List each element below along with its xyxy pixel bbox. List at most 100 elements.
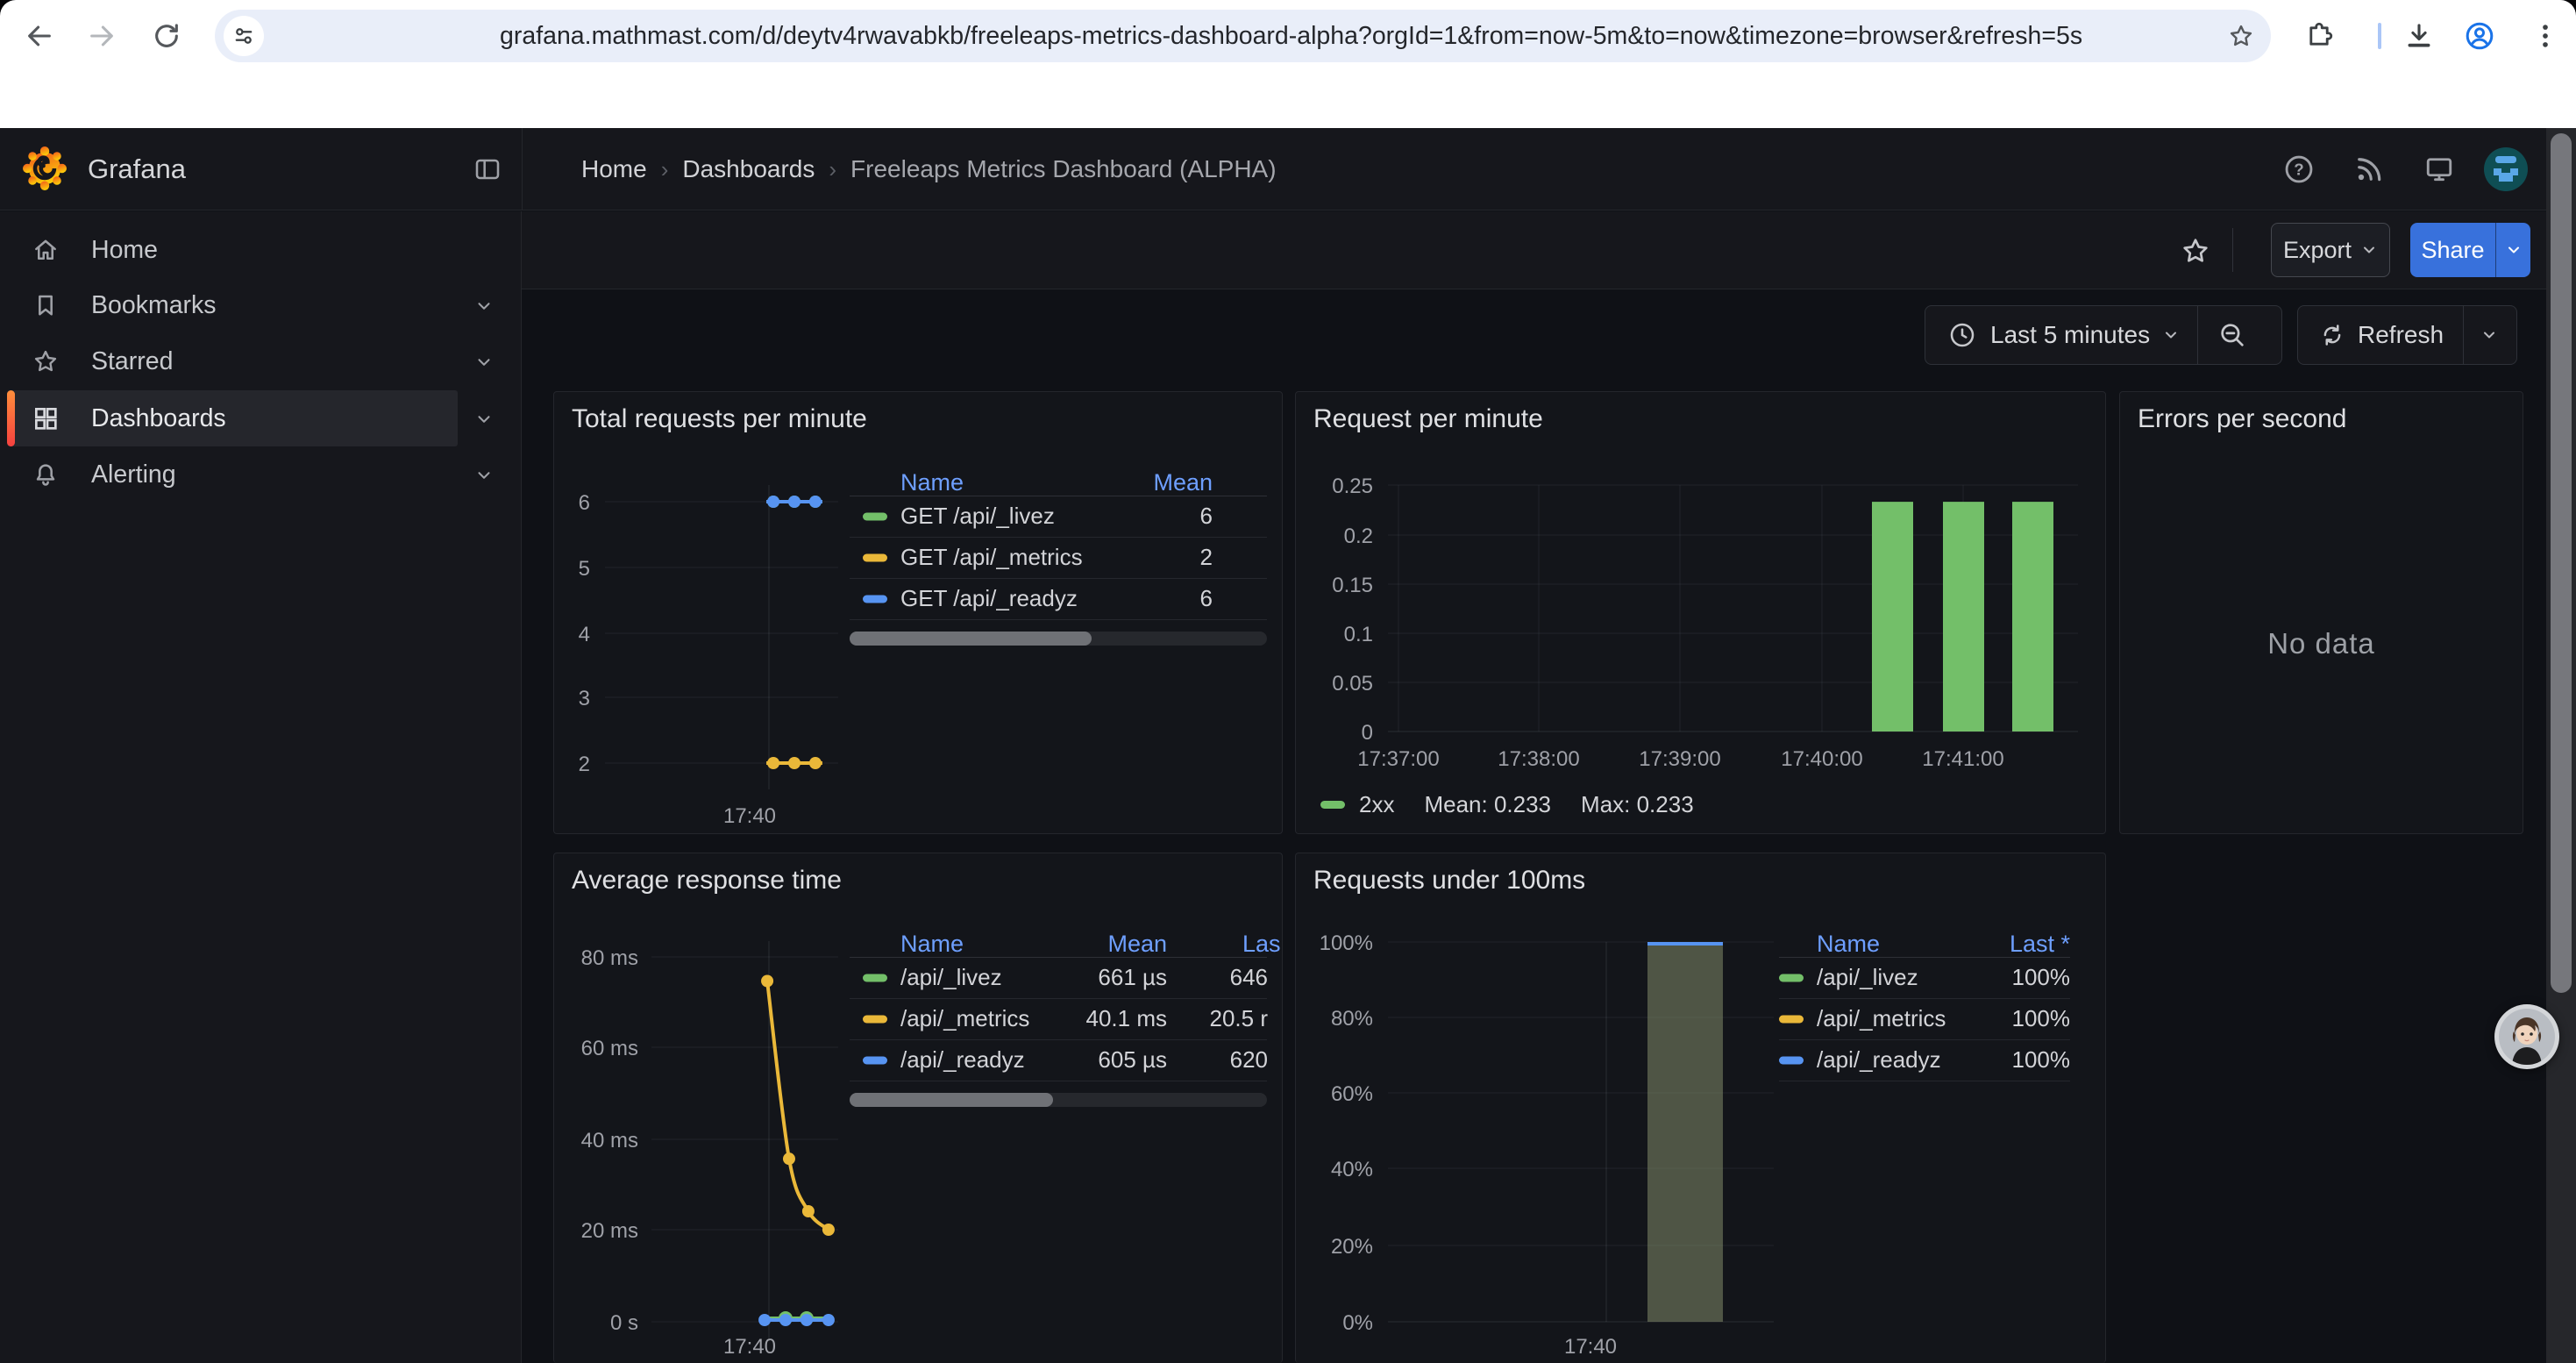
refresh-icon[interactable]: [2319, 322, 2345, 348]
chevron-down-icon: [2505, 241, 2523, 259]
scroll-thumb[interactable]: [850, 632, 1092, 646]
page-scrollbar-thumb[interactable]: [2551, 133, 2572, 993]
browser-toolbar: grafana.mathmast.com/d/deytv4rwavabkb/fr…: [0, 0, 2576, 72]
refresh-interval-chevron-icon[interactable]: [2480, 326, 2498, 344]
legend-header-mean[interactable]: Mean: [1062, 931, 1167, 958]
toolbar-divider: [2378, 23, 2381, 49]
y-tick: 4: [554, 623, 590, 647]
legend-header-last[interactable]: Las: [1242, 931, 1281, 958]
back-icon[interactable]: [25, 21, 54, 51]
assistant-avatar[interactable]: [2494, 1004, 2559, 1069]
series-name[interactable]: /api/_readyz: [900, 1039, 1025, 1081]
y-tick: 2: [554, 753, 590, 777]
reload-icon[interactable]: [152, 21, 181, 51]
dashboard-actions-bar: Export Share: [522, 211, 2576, 289]
sidebar: Home Bookmarks Starred Dashboards Alerti…: [0, 211, 522, 1363]
series-mean: 6: [1107, 496, 1213, 537]
menu-dots-icon[interactable]: [2530, 21, 2560, 51]
series-name[interactable]: GET /api/_metrics: [900, 537, 1083, 578]
download-icon[interactable]: [2404, 21, 2434, 51]
series-name[interactable]: /api/_metrics: [1817, 998, 1946, 1039]
site-info-chip[interactable]: [224, 16, 264, 56]
legend-row[interactable]: /api/_livez 661 µs 646: [850, 957, 1267, 999]
y-tick: 20%: [1296, 1235, 1373, 1260]
y-tick: 20 ms: [554, 1219, 638, 1244]
legend-header-name[interactable]: Name: [900, 931, 964, 958]
series-name[interactable]: 2xx: [1359, 791, 1394, 818]
grafana-logo[interactable]: [23, 146, 67, 190]
series-last: 20.5 r: [1183, 998, 1268, 1039]
sidebar-item-home[interactable]: Home: [7, 222, 458, 278]
panel-requests-under-100ms: Requests under 100ms 100% 80% 60% 40% 20…: [1295, 853, 2106, 1363]
sidebar-item-label: Bookmarks: [91, 277, 217, 333]
legend-row[interactable]: /api/_readyz 100%: [1779, 1039, 2070, 1081]
news-rss-icon[interactable]: [2353, 153, 2385, 185]
legend-row[interactable]: /api/_metrics 40.1 ms 20.5 r: [850, 998, 1267, 1040]
series-mean: 40.1 ms: [1062, 998, 1167, 1039]
extensions-icon[interactable]: [2304, 21, 2334, 51]
bookmarks-bar: Freeleaps 收藏博客: [0, 72, 2576, 128]
legend-row[interactable]: GET /api/_metrics 2: [850, 537, 1267, 579]
legend-row[interactable]: GET /api/_livez 6: [850, 496, 1267, 538]
bookmark-star-icon[interactable]: [2227, 22, 2255, 50]
sidebar-item-starred[interactable]: Starred: [7, 333, 458, 389]
dashboards-grid-icon: [32, 404, 60, 432]
assistant-avatar-image: [2499, 1009, 2555, 1065]
legend-hscrollbar[interactable]: [850, 1093, 1267, 1107]
series-color-pill: [1779, 1015, 1804, 1023]
panel-title[interactable]: Errors per second: [2138, 404, 2346, 434]
chevron-down-icon: [2360, 241, 2378, 259]
favorite-star-icon[interactable]: [2180, 235, 2211, 267]
profile-icon[interactable]: [2464, 20, 2495, 52]
series-name[interactable]: /api/_readyz: [1817, 1039, 1941, 1081]
series-name[interactable]: GET /api/_livez: [900, 496, 1055, 537]
legend-header-row: Name Last *: [1779, 931, 2070, 958]
legend-hscrollbar[interactable]: [850, 632, 1267, 646]
active-indicator: [7, 390, 15, 446]
url-bar[interactable]: grafana.mathmast.com/d/deytv4rwavabkb/fr…: [215, 10, 2271, 62]
y-tick: 0.1: [1296, 623, 1373, 647]
legend-header-last[interactable]: Last *: [1965, 931, 2070, 958]
series-name[interactable]: /api/_livez: [1817, 957, 1918, 998]
scroll-thumb[interactable]: [850, 1093, 1053, 1107]
y-tick: 0%: [1296, 1311, 1373, 1336]
chevron-down-icon[interactable]: [474, 353, 494, 372]
sidebar-item-dashboards[interactable]: Dashboards: [7, 390, 458, 446]
sidebar-toggle-icon[interactable]: [473, 155, 502, 183]
legend-row[interactable]: /api/_livez 100%: [1779, 957, 2070, 999]
series-name[interactable]: /api/_metrics: [900, 998, 1029, 1039]
legend-header-name[interactable]: Name: [900, 469, 964, 496]
panel-request-per-minute: Request per minute 0.25 0.2 0.15 0.1 0.0…: [1295, 391, 2106, 834]
series-name[interactable]: GET /api/_readyz: [900, 578, 1078, 619]
legend-row[interactable]: GET /api/_readyz 6: [850, 578, 1267, 620]
zoom-out-icon[interactable]: [2217, 320, 2247, 350]
chevron-down-icon[interactable]: [2162, 326, 2180, 344]
share-dropdown-button[interactable]: [2495, 223, 2530, 277]
series-color-pill: [863, 1056, 887, 1064]
sidebar-item-alerting[interactable]: Alerting: [7, 446, 458, 503]
share-button[interactable]: Share: [2410, 223, 2495, 277]
breadcrumb-separator: ›: [661, 156, 669, 183]
legend-row[interactable]: /api/_readyz 605 µs 620: [850, 1039, 1267, 1081]
legend-header-mean[interactable]: Mean: [1107, 469, 1213, 496]
export-button[interactable]: Export: [2271, 223, 2390, 277]
breadcrumb-dashboards[interactable]: Dashboards: [682, 155, 815, 183]
kiosk-monitor-icon[interactable]: [2423, 153, 2455, 185]
chevron-down-icon[interactable]: [474, 466, 494, 485]
star-icon: [32, 347, 60, 375]
time-range-label[interactable]: Last 5 minutes: [1990, 321, 2150, 349]
forward-icon[interactable]: [87, 21, 117, 51]
user-avatar[interactable]: [2484, 147, 2528, 191]
y-tick: 0.15: [1296, 574, 1373, 598]
series-name[interactable]: /api/_livez: [900, 957, 1002, 998]
chevron-down-icon[interactable]: [474, 410, 494, 429]
legend-header-name[interactable]: Name: [1817, 931, 1880, 958]
legend-inline[interactable]: 2xx Mean: 0.233 Max: 0.233: [1320, 791, 1694, 817]
chevron-down-icon[interactable]: [474, 296, 494, 316]
refresh-label[interactable]: Refresh: [2358, 321, 2444, 349]
legend-row[interactable]: /api/_metrics 100%: [1779, 998, 2070, 1040]
sidebar-item-bookmarks[interactable]: Bookmarks: [7, 277, 458, 333]
breadcrumb-home[interactable]: Home: [581, 155, 647, 183]
browser-window: grafana.mathmast.com/d/deytv4rwavabkb/fr…: [0, 0, 2576, 1363]
help-icon[interactable]: ?: [2283, 153, 2315, 185]
